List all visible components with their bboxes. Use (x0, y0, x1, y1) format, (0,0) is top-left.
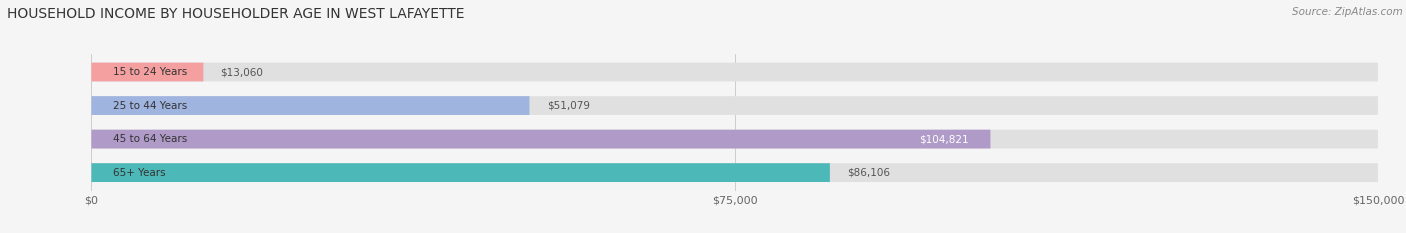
Text: HOUSEHOLD INCOME BY HOUSEHOLDER AGE IN WEST LAFAYETTE: HOUSEHOLD INCOME BY HOUSEHOLDER AGE IN W… (7, 7, 464, 21)
Text: 25 to 44 Years: 25 to 44 Years (112, 101, 187, 111)
FancyBboxPatch shape (91, 163, 830, 182)
Text: 15 to 24 Years: 15 to 24 Years (112, 67, 187, 77)
Text: $86,106: $86,106 (846, 168, 890, 178)
Text: 45 to 64 Years: 45 to 64 Years (112, 134, 187, 144)
Text: $104,821: $104,821 (920, 134, 969, 144)
Text: Source: ZipAtlas.com: Source: ZipAtlas.com (1292, 7, 1403, 17)
Text: $13,060: $13,060 (221, 67, 263, 77)
FancyBboxPatch shape (91, 63, 1378, 81)
FancyBboxPatch shape (91, 96, 1378, 115)
FancyBboxPatch shape (91, 130, 1378, 148)
FancyBboxPatch shape (91, 96, 530, 115)
Text: 65+ Years: 65+ Years (112, 168, 166, 178)
FancyBboxPatch shape (91, 63, 204, 81)
FancyBboxPatch shape (91, 163, 1378, 182)
FancyBboxPatch shape (91, 130, 990, 148)
Text: $51,079: $51,079 (547, 101, 589, 111)
